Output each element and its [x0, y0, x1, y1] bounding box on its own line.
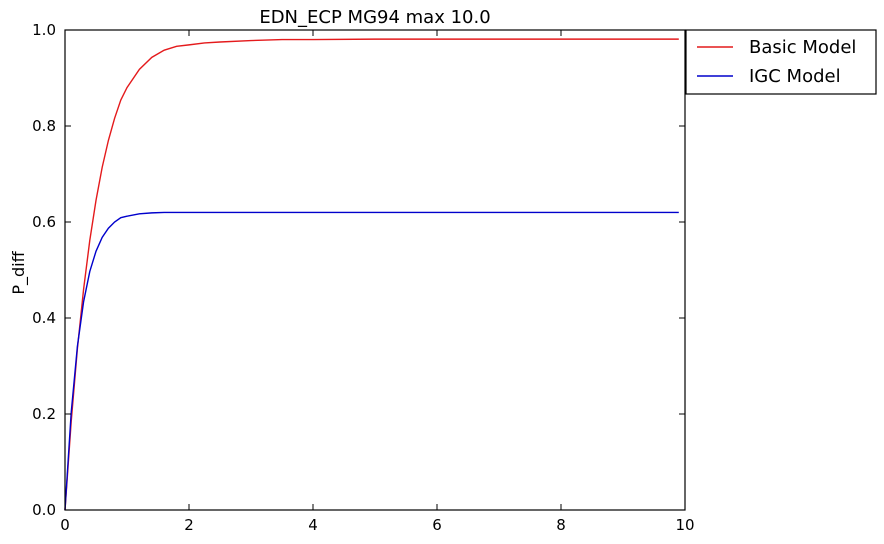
- series-line-1: [64, 38, 679, 511]
- y-axis-label: P_diff: [9, 250, 29, 294]
- legend-box: [685, 29, 877, 95]
- plot-frame: [64, 29, 686, 511]
- y-tick-label: 0.4: [32, 309, 56, 327]
- y-tick-label: 0.6: [32, 213, 56, 231]
- y-tick-label: 0.2: [32, 405, 56, 423]
- x-tick-label: 0: [60, 516, 70, 534]
- x-tick-label: 2: [184, 516, 194, 534]
- y-tick-label: 0.0: [32, 501, 56, 519]
- legend-label-1: Basic Model: [749, 37, 856, 58]
- x-tick-label: 6: [432, 516, 442, 534]
- legend: Basic Model IGC Model: [685, 29, 877, 95]
- x-tick-label: 8: [556, 516, 566, 534]
- plot-area: 0 2 4 6 8 10 0.0 0.2 0.4 0.6 0.8 1.0: [32, 21, 694, 534]
- y-tick-label: 0.8: [32, 117, 56, 135]
- chart-title: EDN_ECP MG94 max 10.0: [259, 7, 490, 28]
- legend-label-2: IGC Model: [749, 66, 841, 87]
- series-line-2: [64, 211, 679, 511]
- y-tick-label: 1.0: [32, 21, 56, 39]
- x-tick-label: 4: [308, 516, 318, 534]
- x-tick-label: 10: [675, 516, 694, 534]
